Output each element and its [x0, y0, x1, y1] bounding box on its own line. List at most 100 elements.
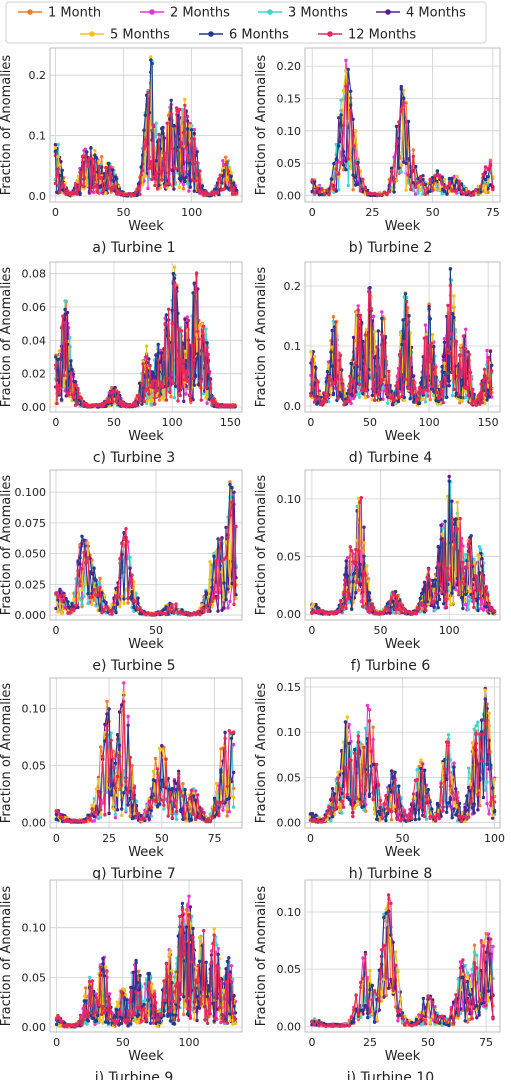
y-tick-label: 0.2 [29, 69, 47, 82]
data-point [411, 181, 415, 185]
panel-caption: a) Turbine 1 [92, 240, 175, 256]
data-point [329, 177, 334, 181]
data-point [412, 379, 416, 383]
data-point [208, 386, 213, 390]
data-point [56, 383, 60, 387]
data-point [445, 185, 449, 190]
data-point [169, 98, 173, 103]
data-point [222, 187, 226, 191]
data-point [76, 569, 80, 573]
data-point [404, 299, 409, 304]
legend-box [5, 1, 487, 44]
y-tick-label: 0.100 [15, 486, 47, 499]
data-point [474, 403, 479, 407]
data-point [157, 132, 161, 137]
data-point [71, 395, 76, 400]
data-point [346, 157, 350, 161]
data-point [166, 181, 171, 186]
data-point [216, 609, 220, 613]
data-point [466, 607, 471, 612]
data-point [432, 372, 436, 376]
data-point [78, 191, 82, 195]
data-point [154, 171, 158, 175]
data-point [85, 183, 89, 188]
data-point [222, 606, 226, 610]
data-point [449, 332, 454, 336]
data-point [98, 585, 102, 590]
data-point [408, 356, 412, 360]
data-point [176, 399, 180, 403]
data-point [73, 380, 78, 384]
data-point [337, 116, 341, 120]
data-point [185, 181, 190, 186]
data-point [400, 394, 404, 399]
data-point [138, 192, 142, 196]
data-point [351, 144, 355, 148]
data-point [363, 187, 367, 191]
data-point [144, 355, 149, 359]
data-point [402, 96, 406, 100]
data-point [230, 581, 234, 586]
data-point [90, 157, 94, 161]
data-point [80, 534, 84, 538]
data-point [192, 127, 196, 132]
data-point [192, 383, 196, 387]
data-point [177, 185, 182, 189]
data-point [391, 610, 395, 615]
series-group [54, 480, 238, 617]
data-point [169, 379, 173, 383]
data-point [390, 395, 395, 399]
data-point [134, 403, 138, 407]
data-point [442, 336, 447, 341]
data-point [198, 169, 202, 173]
data-point [192, 189, 196, 193]
data-point [381, 397, 385, 401]
data-point [213, 400, 217, 404]
data-point [54, 355, 58, 359]
data-point [205, 345, 209, 350]
data-point [439, 380, 443, 384]
data-point [116, 189, 120, 193]
data-point [427, 304, 431, 309]
data-point [54, 363, 58, 367]
data-point [221, 159, 225, 163]
data-point [155, 388, 159, 393]
y-axis-label: Fraction of Anomalies [0, 267, 14, 408]
data-point [488, 183, 493, 187]
data-point [474, 188, 478, 192]
data-point [459, 190, 464, 194]
data-point [132, 193, 137, 198]
data-point [460, 367, 464, 371]
data-point [86, 556, 90, 560]
data-point [56, 167, 60, 171]
data-point [341, 168, 346, 172]
data-point [435, 169, 440, 173]
data-point [126, 601, 130, 605]
data-point [467, 352, 471, 357]
x-tick-label: 0 [52, 206, 59, 219]
data-point [82, 538, 86, 542]
legend-label: 1 Month [48, 6, 101, 21]
data-point [122, 602, 126, 606]
data-point [218, 537, 222, 541]
data-point [323, 391, 327, 395]
data-point [210, 585, 214, 589]
data-point [200, 606, 204, 610]
data-point [204, 396, 208, 400]
data-point [486, 187, 490, 191]
data-point [72, 191, 77, 196]
data-point [362, 387, 366, 391]
data-point [354, 591, 358, 595]
data-point [86, 601, 90, 606]
data-point [447, 474, 451, 479]
data-point [425, 332, 429, 336]
data-point [198, 379, 202, 383]
data-point [68, 610, 72, 615]
data-point [383, 355, 388, 359]
data-point [143, 389, 148, 393]
data-point [82, 187, 86, 191]
y-tick-label: 0.06 [22, 301, 47, 314]
data-point [75, 192, 79, 196]
x-tick-label: 50 [374, 624, 388, 637]
data-point [116, 595, 120, 599]
